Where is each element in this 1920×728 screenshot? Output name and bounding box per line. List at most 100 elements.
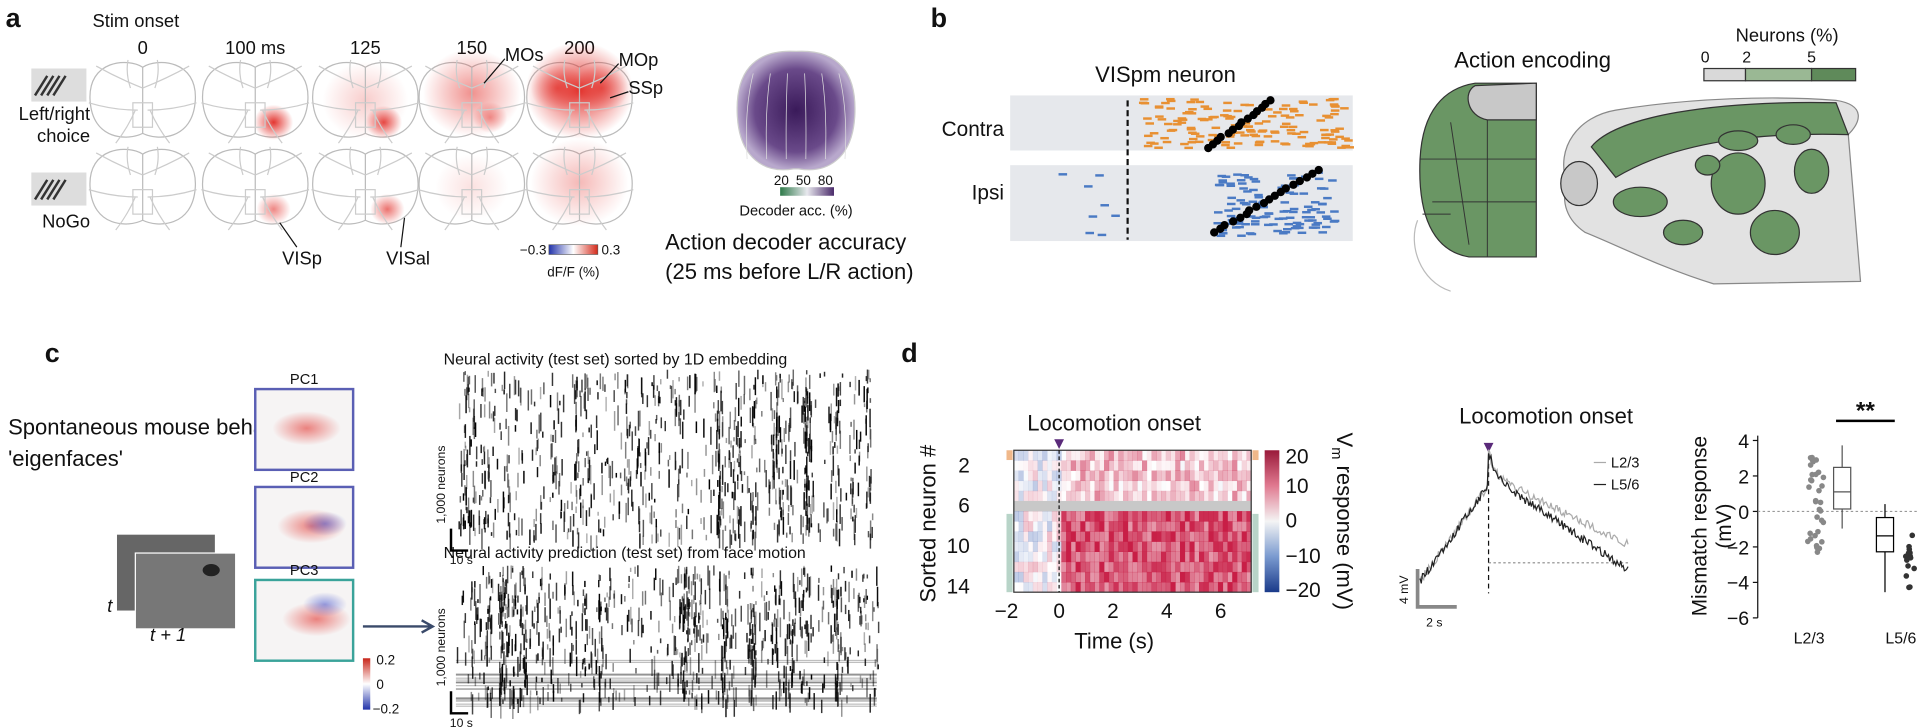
raster-stroke — [836, 662, 838, 671]
raster-stroke — [657, 672, 660, 687]
heatmap-cell — [1066, 511, 1072, 522]
raster-stroke — [627, 478, 630, 494]
raster-stroke — [789, 417, 791, 432]
spike — [1251, 216, 1261, 220]
raster-stroke — [584, 598, 586, 606]
heatmap-cell — [1109, 481, 1114, 492]
raster-stroke — [696, 573, 699, 580]
spike — [1187, 141, 1197, 144]
raster-stroke — [501, 666, 503, 687]
raster-stroke — [836, 600, 838, 621]
raster-stroke — [818, 577, 820, 583]
y-axis-label: Sorted neuron # — [916, 444, 941, 603]
raster-stroke — [805, 431, 807, 449]
raster-stroke — [774, 613, 776, 620]
heatmap-cell — [1028, 551, 1034, 563]
raster-stroke — [738, 453, 740, 463]
raster-stroke — [655, 419, 657, 424]
raster-stroke — [800, 568, 803, 587]
raster-stroke — [836, 417, 839, 424]
raster-stroke — [838, 682, 840, 687]
raster-stroke — [807, 416, 809, 429]
raster-stroke — [555, 524, 557, 543]
raster-stroke — [598, 574, 600, 580]
heatmap-cell — [1023, 521, 1029, 532]
raster-stroke — [754, 650, 756, 669]
spike — [1222, 109, 1232, 112]
area-border — [311, 59, 366, 144]
raster-stroke — [648, 492, 651, 501]
raster-stroke — [806, 438, 809, 447]
raster-stroke — [492, 411, 495, 422]
raster-stroke — [564, 584, 566, 596]
raster-stroke — [754, 615, 756, 635]
raster-stroke — [739, 450, 741, 457]
spike — [1223, 101, 1232, 105]
heatmap-cell — [1189, 480, 1195, 492]
heatmap-cell — [1075, 500, 1081, 512]
heatmap-cell — [1118, 541, 1124, 553]
panel-label: b — [931, 3, 947, 33]
brain-map — [201, 146, 310, 231]
raster-stroke — [527, 390, 530, 411]
heatmap-cell — [1170, 531, 1176, 542]
raster-stroke — [836, 684, 838, 702]
raster-stroke — [728, 571, 730, 575]
heatmap-cell — [1222, 470, 1228, 482]
heatmap-cell — [1113, 490, 1119, 502]
raster-stroke — [793, 625, 795, 634]
spike — [1311, 223, 1321, 226]
raster-stroke — [775, 618, 778, 632]
raster-stroke — [869, 533, 872, 549]
subpanel-title: 'eigenfaces' — [8, 446, 123, 471]
raster-stroke — [686, 591, 688, 610]
data-point — [1817, 499, 1824, 506]
heatmap-cell — [1217, 541, 1224, 553]
raster-stroke — [862, 574, 864, 582]
raster-stroke — [727, 609, 730, 623]
data-point — [1907, 584, 1913, 590]
raster-stroke — [541, 649, 544, 659]
raster-stroke — [790, 624, 792, 635]
raster-stroke — [529, 695, 532, 714]
heatmap-cell — [1184, 470, 1190, 482]
spike — [1345, 146, 1354, 149]
raster-stroke — [550, 434, 552, 442]
raster-stroke — [716, 430, 718, 450]
raster-stroke — [640, 617, 643, 638]
raster-stroke — [807, 437, 810, 454]
heatmap-cell — [1241, 460, 1247, 471]
raster-stroke — [810, 405, 812, 416]
brain-region — [1560, 160, 1599, 207]
heatmap-cell — [1085, 450, 1091, 461]
raster-stroke — [806, 503, 809, 524]
heatmap-cell — [1099, 571, 1105, 583]
raster-stroke — [609, 465, 611, 487]
raster-stroke — [530, 422, 532, 435]
heatmap-cell — [1151, 551, 1157, 563]
raster-stroke — [723, 573, 725, 592]
raster-stroke — [644, 469, 646, 480]
heatmap-cell — [1056, 511, 1062, 522]
raster-stroke — [741, 484, 744, 493]
raster-stroke — [876, 586, 879, 607]
heatmap-cell — [1099, 450, 1105, 461]
heatmap-cell — [1032, 450, 1038, 461]
raster-stroke — [562, 394, 565, 413]
spike — [1166, 107, 1175, 110]
raster-stroke — [721, 624, 724, 630]
raster-stroke — [719, 476, 721, 493]
raster-stroke — [613, 411, 616, 431]
brain-map — [88, 59, 197, 144]
raster-stroke — [679, 465, 681, 474]
raster-stroke — [625, 502, 627, 523]
brain-map — [88, 146, 197, 231]
heatmap-cell — [1241, 450, 1247, 461]
heatmap-cell — [1051, 582, 1057, 593]
raster-stroke — [676, 484, 679, 502]
heatmap-cell — [1142, 450, 1147, 461]
raster-stroke — [508, 455, 510, 464]
raster-stroke — [871, 601, 874, 622]
raster-stroke — [835, 417, 837, 435]
heatmap-cell — [1118, 470, 1124, 482]
